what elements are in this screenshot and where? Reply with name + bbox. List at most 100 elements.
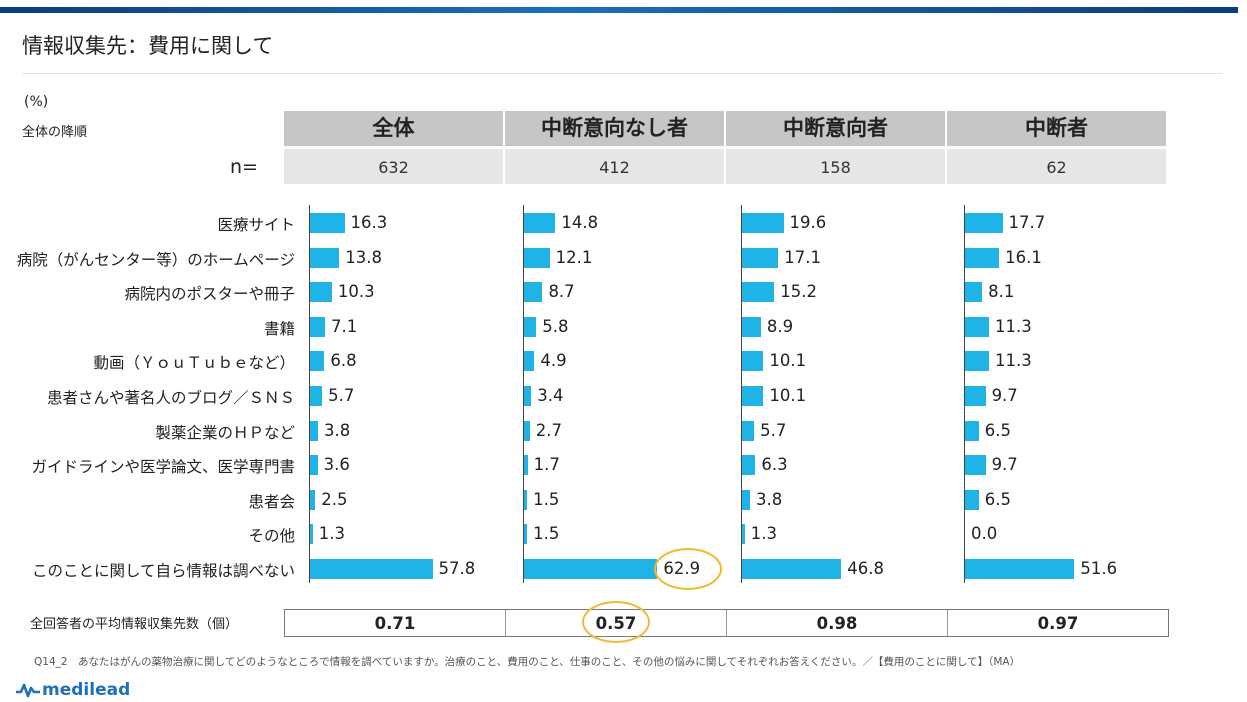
bar xyxy=(965,282,983,303)
sort-note: 全体の降順 xyxy=(22,125,88,140)
value-label: 17.1 xyxy=(784,247,821,267)
value-label: 4.9 xyxy=(540,351,567,371)
bar xyxy=(965,489,979,510)
bar xyxy=(310,524,313,545)
bar xyxy=(965,213,1003,233)
bar xyxy=(524,524,528,545)
value-label: 3.8 xyxy=(324,420,351,440)
bar xyxy=(310,455,318,476)
category-label: 患者会 xyxy=(248,492,295,511)
bar xyxy=(965,351,989,372)
value-label: 10.3 xyxy=(337,282,375,302)
logo-text: medilead xyxy=(42,680,131,700)
value-label: 5.8 xyxy=(542,316,569,336)
value-label: 6.8 xyxy=(330,351,357,371)
bar xyxy=(310,420,319,441)
title-divider xyxy=(22,73,1222,74)
bar xyxy=(310,489,316,510)
unit-label: (%) xyxy=(24,94,49,110)
highlight-circle xyxy=(654,548,723,590)
axis-line xyxy=(309,205,310,583)
average-row: 0.71 0.57 0.98 0.97 xyxy=(284,609,1169,637)
bar xyxy=(310,213,345,233)
value-label: 3.4 xyxy=(537,386,564,405)
value-label: 2.7 xyxy=(535,420,562,440)
axis-line xyxy=(523,205,524,583)
bar xyxy=(310,351,325,372)
value-label: 6.3 xyxy=(761,455,788,475)
value-label: 11.3 xyxy=(994,316,1032,336)
value-label: 19.6 xyxy=(789,213,827,232)
bar xyxy=(310,247,340,268)
value-label: 14.8 xyxy=(561,213,599,232)
axis-line xyxy=(964,205,965,583)
value-label: 1.5 xyxy=(533,489,560,509)
category-label: 製薬企業のＨＰなど xyxy=(155,423,295,442)
value-label: 6.5 xyxy=(984,489,1012,509)
value-label: 5.7 xyxy=(760,420,787,440)
axis-line xyxy=(741,205,742,583)
value-label: 7.1 xyxy=(331,316,358,336)
average-value-3: 0.97 xyxy=(1037,614,1079,633)
bar xyxy=(965,420,979,441)
category-label: 医療サイト xyxy=(217,216,295,234)
bar xyxy=(310,282,332,303)
bar xyxy=(965,316,989,337)
average-value-2: 0.98 xyxy=(816,614,858,633)
bar xyxy=(524,351,535,372)
average-divider xyxy=(726,610,727,636)
value-label: 8.7 xyxy=(548,282,575,302)
bar xyxy=(310,386,323,406)
value-label: 10.1 xyxy=(769,351,807,371)
value-label: 1.7 xyxy=(533,455,560,475)
bar xyxy=(965,386,986,406)
bar xyxy=(310,559,433,579)
average-divider xyxy=(947,610,948,636)
bar xyxy=(742,351,764,372)
value-label: 3.6 xyxy=(323,455,350,475)
value-label: 16.1 xyxy=(1005,247,1042,267)
category-label: このことに関して自ら情報は調べない xyxy=(31,562,295,580)
group-header-1: 中断意向なし者 xyxy=(505,111,724,146)
bar xyxy=(524,316,537,337)
logo: medilead xyxy=(16,680,130,700)
n-value-2: 158 xyxy=(726,149,945,184)
category-label: ガイドラインや医学論文、医学専門書 xyxy=(31,458,295,477)
value-label: 9.7 xyxy=(991,386,1018,405)
value-label: 15.2 xyxy=(780,282,817,302)
bar xyxy=(742,213,784,233)
footnote: Q14_2 あなたはがんの薬物治療に関してどのようなところで情報を調べていますか… xyxy=(34,656,1021,668)
value-label: 12.1 xyxy=(555,247,593,267)
bar xyxy=(742,559,842,579)
bar xyxy=(965,559,1075,579)
bar xyxy=(742,420,755,441)
category-label: 病院内のポスターや冊子 xyxy=(124,285,295,304)
value-label: 3.8 xyxy=(756,489,783,509)
category-label: 患者さんや著名人のブログ／ＳＮＳ xyxy=(46,389,295,407)
bar xyxy=(742,524,745,545)
bar xyxy=(742,282,775,303)
n-value-1: 412 xyxy=(505,149,724,184)
value-label: 11.3 xyxy=(994,351,1032,371)
bar xyxy=(742,489,751,510)
bar xyxy=(524,455,528,476)
bar xyxy=(524,386,532,406)
average-row-label: 全回答者の平均情報収集先数（個） xyxy=(30,617,239,632)
category-label: 動画（ＹｏｕＴｕｂｅなど） xyxy=(93,354,295,373)
group-header-3: 中断者 xyxy=(947,111,1166,146)
value-label: 8.9 xyxy=(766,316,794,336)
bar xyxy=(310,316,326,337)
value-label: 13.8 xyxy=(345,247,382,267)
category-label: 書籍 xyxy=(263,319,295,338)
bar xyxy=(742,247,779,268)
value-label: 46.8 xyxy=(847,559,884,578)
bar xyxy=(742,455,756,476)
value-label: 1.3 xyxy=(750,524,777,544)
group-header-2: 中断意向者 xyxy=(726,111,945,146)
category-label: 病院（がんセンター等）のホームページ xyxy=(16,250,295,269)
bar xyxy=(524,489,528,510)
n-value-3: 62 xyxy=(947,149,1166,184)
highlight-circle-average xyxy=(582,601,650,643)
bar xyxy=(965,247,1000,268)
n-value-0: 632 xyxy=(284,149,503,184)
